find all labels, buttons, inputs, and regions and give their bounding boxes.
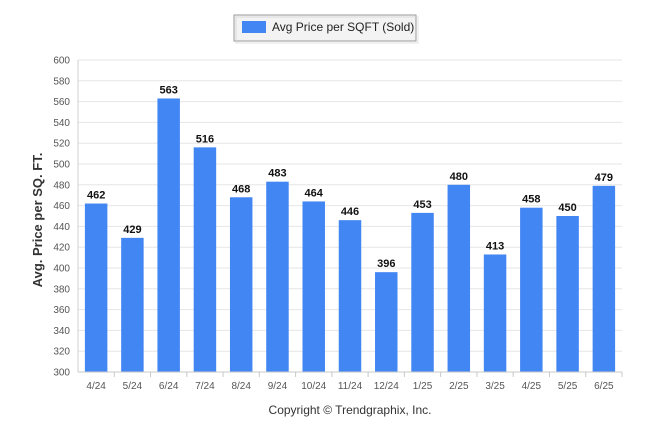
bar (520, 207, 543, 372)
bar (84, 203, 108, 372)
x-tick-label: 12/24 (374, 381, 399, 392)
x-tick-label: 11/24 (338, 381, 363, 392)
y-tick-label: 320 (53, 347, 70, 358)
y-axis-title: Avg. Price per SQ. FT. (30, 153, 45, 288)
bar (229, 197, 253, 372)
bar-value-label: 458 (522, 194, 540, 206)
bar (411, 212, 434, 372)
x-tick-label: 6/25 (594, 381, 614, 392)
x-tick-label: 8/24 (231, 381, 251, 392)
copyright-footer: Copyright © Trendgraphix, Inc. (269, 403, 432, 417)
bar (483, 254, 507, 372)
y-axis: 300 320 340 360 380 400 420 440 460 480 500 520 540 5… (53, 56, 79, 379)
y-tick-label: 400 (53, 264, 70, 275)
bar (447, 184, 471, 372)
x-tick-label: 4/25 (522, 381, 542, 392)
y-tick-label: 580 (53, 76, 70, 87)
bar (556, 216, 579, 372)
bar (592, 185, 616, 372)
y-tick-label: 460 (53, 201, 70, 212)
bar (193, 147, 217, 372)
bar-value-label: 516 (196, 133, 214, 145)
y-tick-label: 480 (53, 180, 70, 191)
x-tick-label: 10/24 (301, 381, 326, 392)
y-tick-label: 540 (53, 118, 70, 129)
bar-value-label: 563 (159, 84, 177, 96)
y-tick-label: 300 (53, 368, 70, 379)
x-tick-label: 3/25 (485, 381, 505, 392)
bar-value-label: 479 (595, 172, 613, 184)
bar (157, 98, 180, 372)
x-tick-label: 7/24 (195, 381, 215, 392)
y-tick-label: 560 (53, 97, 70, 108)
bar-value-label: 480 (450, 171, 468, 183)
y-tick-label: 420 (53, 243, 70, 254)
bar-value-label: 446 (341, 206, 359, 218)
x-tick-label: 9/24 (268, 381, 288, 392)
bar (375, 272, 398, 372)
y-tick-label: 520 (53, 139, 70, 150)
x-tick-label: 6/24 (159, 381, 179, 392)
x-tick-label: 2/25 (449, 381, 469, 392)
y-tick-label: 500 (53, 160, 70, 171)
y-tick-label: 600 (53, 56, 70, 67)
bar-value-label: 468 (232, 183, 250, 195)
bar-value-label: 464 (305, 187, 324, 199)
legend-label: Avg Price per SQFT (Sold) (272, 20, 414, 34)
y-tick-label: 340 (53, 326, 70, 337)
bar-value-label: 453 (413, 199, 431, 211)
bar (302, 201, 325, 372)
y-tick-label: 360 (53, 305, 70, 316)
x-tick-label: 4/24 (86, 381, 106, 392)
x-tick-label: 5/25 (558, 381, 578, 392)
y-tick-label: 440 (53, 222, 70, 233)
bar-value-label: 413 (486, 240, 504, 252)
bar (338, 220, 362, 372)
bar-value-label: 429 (123, 224, 141, 236)
bar-value-label: 450 (558, 202, 576, 214)
bars (84, 98, 616, 372)
x-axis: 4/24 5/24 6/24 7/24 8/24 9/24 10/24 11/24 12/24 1… (78, 371, 623, 392)
bar-value-label: 396 (377, 258, 395, 270)
bar-value-label: 462 (87, 190, 105, 202)
legend-swatch (242, 21, 266, 33)
bar-value-label: 483 (268, 168, 286, 180)
bar (121, 237, 144, 372)
data-labels: 462 429 563 516 468 483 464 446 396 453 480 413 458 4… (87, 84, 613, 270)
bar (266, 181, 289, 372)
y-tick-label: 380 (53, 284, 70, 295)
x-tick-label: 5/24 (123, 381, 143, 392)
x-tick-label: 1/25 (413, 381, 433, 392)
legend: Avg Price per SQFT (Sold) (233, 14, 419, 44)
